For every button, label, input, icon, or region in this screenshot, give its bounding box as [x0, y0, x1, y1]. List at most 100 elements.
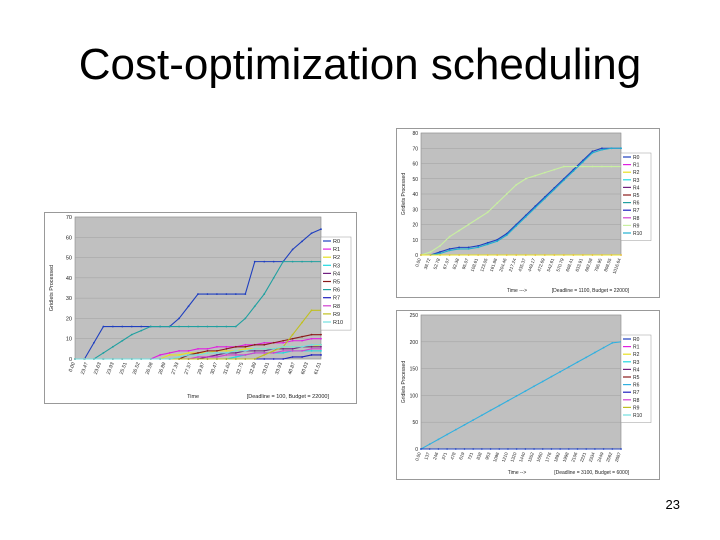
legend-label: R2 — [633, 352, 640, 358]
series-r6-point — [197, 325, 199, 328]
legend-label: R5 — [633, 375, 640, 381]
series-r10-point — [553, 188, 556, 191]
legend-label: R10 — [633, 231, 642, 237]
series-r1-point — [301, 339, 303, 342]
series-r9-point — [591, 165, 594, 168]
series-r9-point — [439, 244, 441, 247]
series-r6-point — [541, 380, 544, 383]
series-r10-point — [234, 349, 237, 352]
legend-label: R0 — [333, 239, 340, 245]
series-r2-point — [178, 354, 180, 356]
series-r0-point — [234, 293, 237, 295]
x-tick-label: 633.91 — [574, 257, 584, 272]
legend-label: R2 — [633, 170, 640, 176]
x-tick-label: 2334 — [588, 451, 596, 463]
series-r4-point — [216, 354, 218, 356]
x-tick-label: 25.51 — [119, 361, 129, 375]
legend-label: R10 — [633, 413, 642, 419]
series-r6-point — [437, 438, 440, 441]
series-r6-point — [480, 414, 483, 417]
legend-label: R7 — [333, 296, 340, 302]
series-r2-point — [562, 254, 565, 256]
series-r5-point — [253, 343, 256, 346]
series-r8-point — [272, 352, 275, 354]
series-r0-point — [524, 448, 527, 450]
series-r9-point — [562, 165, 565, 168]
series-r8-point — [216, 356, 218, 358]
series-r2-point — [448, 254, 451, 256]
x-tick-label: 61.51 — [313, 361, 323, 375]
legend-label: R9 — [633, 405, 640, 411]
series-r0-point — [541, 448, 544, 450]
series-r2-point — [420, 254, 422, 256]
x-tick-label: 1552 — [527, 451, 535, 463]
series-r6-point — [446, 433, 448, 436]
x-tick-label: 786.95 — [593, 257, 603, 272]
series-r7-point — [320, 354, 322, 356]
series-r9-point — [178, 358, 180, 360]
series-r5-point — [206, 349, 209, 352]
series-r1-point — [216, 345, 218, 348]
series-r6-point — [559, 370, 562, 373]
series-r4-point — [320, 345, 322, 348]
legend-label: R6 — [633, 201, 640, 207]
y-axis-label: Gridlets Processed — [401, 173, 407, 215]
series-r9-point — [263, 354, 266, 356]
x-tick-label: 2687 — [614, 451, 622, 463]
x-tick-label: 27.57 — [183, 361, 193, 375]
x-tick-label: 2449 — [596, 451, 604, 463]
x-tick-label: 608.41 — [565, 257, 575, 272]
x-axis-label: Time --> — [508, 470, 527, 476]
y-axis-label: Gridlets Processed — [401, 361, 407, 403]
series-r0-point — [178, 317, 180, 320]
series-r6-point — [594, 351, 596, 354]
series-r9-point — [505, 193, 508, 195]
series-r5-point — [225, 347, 228, 350]
series-r9-point — [543, 171, 546, 174]
series-r6-point — [472, 419, 475, 421]
series-r6-point — [454, 428, 457, 431]
series-r10-point — [486, 243, 489, 246]
series-r10-point — [121, 358, 124, 360]
series-r10-point — [467, 248, 470, 250]
series-r0-point — [225, 293, 228, 295]
series-r6-point — [567, 366, 570, 368]
slide-number: 23 — [665, 497, 680, 512]
series-r10-point — [140, 358, 143, 360]
chart-deadline-3100: 0 50 100 150 200 250 0.00 137 246 371 478 619 721 838… — [396, 310, 660, 480]
legend-label: R4 — [333, 271, 340, 277]
series-r10-point — [524, 215, 527, 218]
series-r8-point — [282, 349, 285, 352]
series-r10-point — [168, 358, 171, 360]
series-r0-point — [187, 305, 190, 308]
y-tick-label: 50 — [66, 256, 72, 262]
legend-label: R9 — [333, 312, 340, 318]
series-r0-point — [489, 448, 492, 450]
series-r0-point — [454, 448, 457, 450]
x-tick-label: 26.89 — [158, 361, 168, 375]
series-r0-point — [498, 448, 501, 450]
series-r6-point — [206, 325, 209, 328]
x-tick-label: 808.55 — [603, 257, 613, 272]
x-tick-label: 1096 — [492, 451, 500, 463]
series-r10-point — [301, 345, 303, 348]
x-tick-label: 478 — [449, 451, 456, 460]
series-r6-point — [263, 293, 266, 295]
series-r2-point — [610, 254, 613, 256]
series-r0-point — [477, 244, 480, 247]
series-r2-point — [467, 254, 470, 256]
series-r0-point — [102, 325, 105, 328]
series-r8-point — [310, 347, 313, 350]
series-r5-point — [282, 339, 285, 342]
series-r4-point — [253, 349, 256, 352]
series-r10-point — [253, 347, 256, 350]
series-r2-point — [429, 254, 432, 256]
series-r9-point — [216, 358, 218, 360]
x-tick-label: 33.01 — [261, 361, 271, 375]
series-r0-point — [439, 251, 441, 253]
legend-label: R4 — [633, 185, 640, 191]
series-r6-point — [550, 375, 553, 378]
series-r10-point — [263, 347, 266, 350]
x-tick-label: 1998 — [562, 451, 570, 463]
x-tick-label: 0.00 — [68, 361, 77, 372]
